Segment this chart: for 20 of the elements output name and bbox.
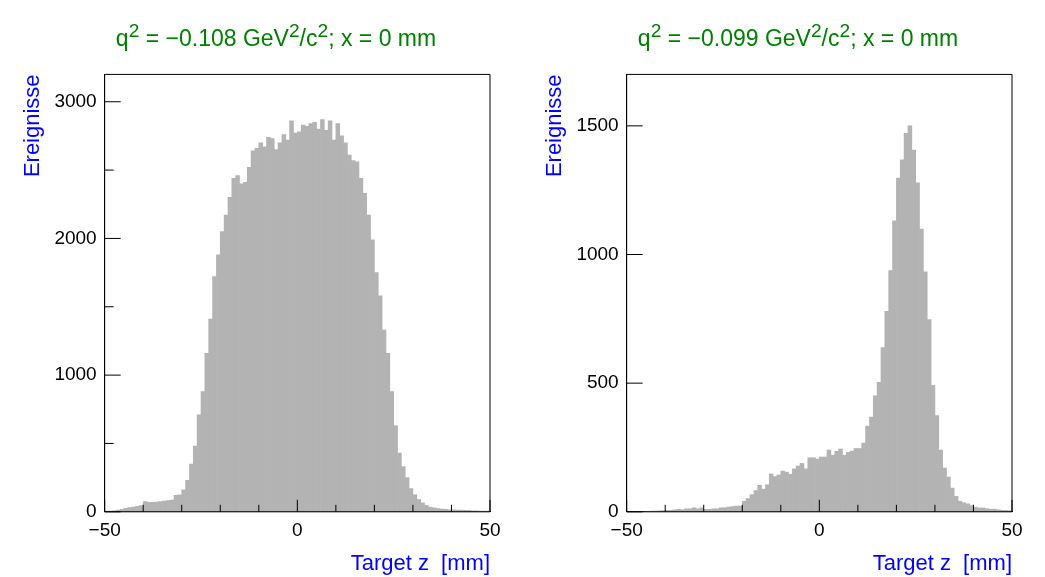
- y-tick-label: 1000: [54, 363, 97, 385]
- chart-title: q$^{2}$ = −0.108 GeV$^{2}$/c$^{2}$; x = 0 mm: [114, 19, 438, 53]
- x-tick-label: 50: [479, 519, 501, 541]
- x-tick-label: −50: [88, 519, 121, 541]
- y-tick-label: 3000: [54, 89, 97, 111]
- y-tick-label: 0: [608, 500, 619, 522]
- x-axis-title: Target z [mm]: [350, 549, 490, 575]
- y-tick-label: 500: [586, 371, 619, 393]
- x-tick-label: −50: [610, 519, 643, 541]
- x-tick-label: 50: [1001, 519, 1023, 541]
- y-axis-title: Ereignisse: [19, 74, 45, 178]
- y-tick-label: 2000: [54, 226, 97, 248]
- chart-title: q$^{2}$ = −0.099 GeV$^{2}$/c$^{2}$; x = 0 mm: [636, 19, 960, 53]
- x-tick-label: 0: [814, 519, 825, 541]
- x-tick-label: 0: [292, 519, 303, 541]
- y-axis-title: Ereignisse: [541, 74, 567, 178]
- y-tick-label: 1500: [576, 114, 619, 136]
- y-tick-label: 0: [86, 500, 97, 522]
- y-tick-label: 1000: [576, 242, 619, 264]
- x-axis-title: Target z [mm]: [872, 549, 1012, 575]
